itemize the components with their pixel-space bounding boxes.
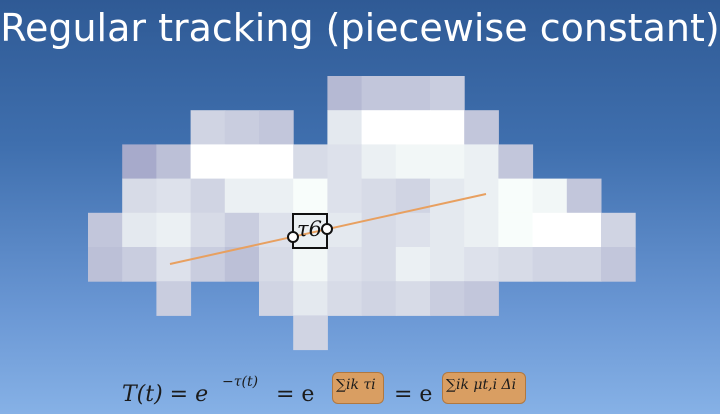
- voxel-cell: [532, 247, 568, 282]
- voxel-cell: [88, 247, 123, 282]
- voxel-cell: [259, 178, 294, 214]
- voxel-cell: [327, 178, 363, 214]
- ray-exit-point: [321, 223, 333, 235]
- voxel-grid: [88, 76, 636, 351]
- voxel-cell: [464, 110, 499, 145]
- voxel-cell: [361, 178, 397, 214]
- voxel-cell: [361, 76, 397, 111]
- voxel-cell: [361, 144, 397, 180]
- voxel-cell: [464, 247, 499, 282]
- voxel-cell: [156, 144, 192, 180]
- voxel-cell: [395, 110, 431, 145]
- voxel-cell: [395, 281, 431, 316]
- voxel-cell: [566, 212, 602, 248]
- voxel-cell: [156, 281, 192, 316]
- voxel-cell: [259, 212, 294, 248]
- voxel-cell: [156, 247, 192, 282]
- voxel-cell: [430, 110, 465, 145]
- voxel-cell: [566, 247, 602, 282]
- voxel-cell: [566, 178, 602, 214]
- voxel-cell: [122, 178, 157, 214]
- voxel-cell: [532, 212, 568, 248]
- formula-lhs-exponent: −τ(t): [222, 374, 259, 390]
- voxel-cell: [224, 212, 260, 248]
- voxel-cell: [259, 110, 294, 145]
- voxel-cell: [430, 76, 465, 111]
- voxel-cell: [395, 212, 431, 248]
- voxel-cell: [293, 178, 328, 214]
- voxel-cell: [190, 144, 226, 180]
- voxel-cell: [259, 144, 294, 180]
- voxel-cell: [395, 247, 431, 282]
- voxel-cell: [464, 212, 499, 248]
- voxel-cell: [327, 76, 363, 111]
- segment-label-tau6: τ6: [297, 217, 322, 241]
- voxel-cell: [430, 247, 465, 282]
- voxel-cell: [430, 212, 465, 248]
- voxel-cell: [293, 247, 328, 282]
- formula-sum-tau: ∑ik τi: [336, 377, 376, 393]
- voxel-cell: [293, 315, 328, 351]
- voxel-cell: [498, 144, 534, 180]
- voxel-cell: [122, 247, 157, 282]
- voxel-cell: [430, 281, 465, 316]
- voxel-cell: [190, 110, 226, 145]
- voxel-cell: [532, 178, 568, 214]
- voxel-cell: [224, 178, 260, 214]
- ray-entry-point: [287, 231, 299, 243]
- voxel-cell: [498, 247, 534, 282]
- sum-tau-box: [332, 372, 384, 404]
- voxel-cell: [190, 178, 226, 214]
- voxel-cell: [122, 212, 157, 248]
- voxel-cell: [498, 178, 534, 214]
- voxel-cell: [327, 281, 363, 316]
- voxel-cell: [224, 144, 260, 180]
- voxel-cell: [327, 110, 363, 145]
- voxel-cell: [259, 247, 294, 282]
- voxel-cell: [122, 144, 157, 180]
- voxel-cell: [601, 212, 636, 248]
- transmittance-formula: T(t) = e −τ(t) = e ∑ik τi = e ∑ik μt,i Δ…: [0, 368, 720, 412]
- slide-title: Regular tracking (piecewise constant): [0, 6, 720, 50]
- voxel-cell: [327, 144, 363, 180]
- voxel-cell: [361, 281, 397, 316]
- voxel-cell: [190, 212, 226, 248]
- sum-mu-box: [442, 372, 526, 404]
- voxel-cell: [498, 212, 534, 248]
- voxel-cell: [361, 110, 397, 145]
- voxel-cell: [259, 281, 294, 316]
- voxel-cell: [601, 247, 636, 282]
- voxel-cell: [224, 110, 260, 145]
- voxel-cell: [156, 212, 192, 248]
- formula-lhs: T(t) = e: [122, 382, 209, 407]
- voxel-cell: [327, 247, 363, 282]
- voxel-cell: [156, 178, 192, 214]
- formula-eq1: = e: [276, 382, 315, 407]
- voxel-cell: [361, 247, 397, 282]
- voxel-cell: [395, 76, 431, 111]
- formula-sum-mu: ∑ik μt,i Δi: [446, 377, 517, 393]
- voxel-cell: [224, 247, 260, 282]
- voxel-cell: [88, 212, 123, 248]
- voxel-cell: [430, 178, 465, 214]
- voxel-cell: [293, 281, 328, 316]
- voxel-cell: [464, 144, 499, 180]
- voxel-cell: [464, 281, 499, 316]
- voxel-cell: [395, 144, 431, 180]
- voxel-cell: [293, 144, 328, 180]
- formula-eq2: = e: [394, 382, 433, 407]
- voxel-cell: [327, 212, 363, 248]
- voxel-cell: [430, 144, 465, 180]
